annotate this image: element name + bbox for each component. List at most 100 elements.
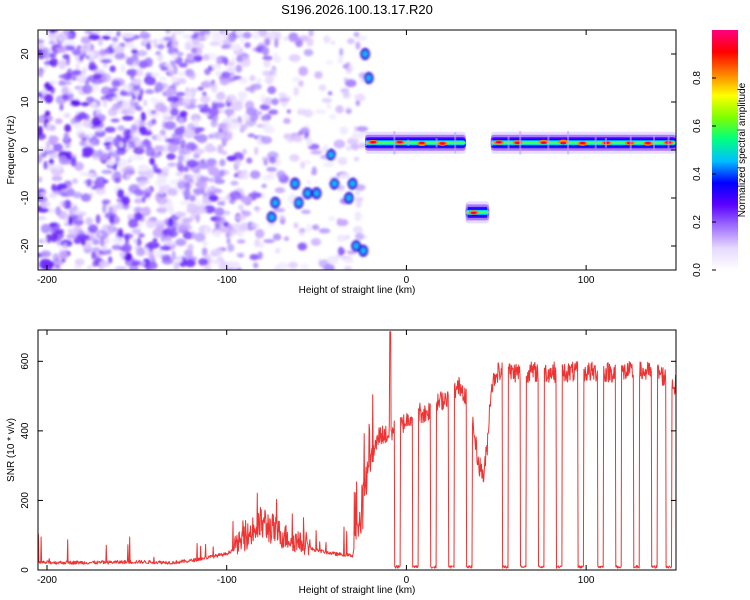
spectrogram-noise-speckle: [84, 172, 96, 177]
spectrogram-noise-speckle: [233, 173, 239, 178]
spectrogram-noise-speckle: [293, 86, 300, 97]
spectrogram-noise-speckle: [314, 109, 327, 114]
spectrogram-noise-speckle: [122, 83, 133, 93]
snr-x-tick-label: 0: [404, 575, 410, 586]
spectrogram-noise-speckle: [333, 139, 346, 149]
spectrogram-tone-peak: [495, 140, 502, 144]
spectrogram-noise-speckle: [57, 246, 69, 251]
spectrogram-y-tick-label: 20: [20, 48, 31, 60]
spectrogram-noise-speckle: [278, 97, 290, 103]
spectrogram-noise-speckle: [79, 140, 87, 147]
spectrogram-noise-speckle: [232, 261, 240, 270]
spectrogram-noise-speckle: [60, 200, 66, 208]
spectrogram-noise-speckle: [345, 146, 351, 151]
spectrogram-y-tick-label: -20: [20, 238, 31, 253]
spectrogram-noise-speckle: [155, 168, 162, 174]
spectrogram-noise-speckle: [335, 105, 344, 114]
spectrogram-noise-speckle: [298, 80, 304, 87]
colorbar-ticks: 0.0 0.2 0.4 0.6 0.8: [692, 71, 716, 277]
spectrogram-noise-speckle: [169, 70, 174, 78]
spectrogram-noise-speckle: [145, 169, 154, 179]
spectrogram-noise-speckle: [241, 196, 252, 204]
spectrogram-noise-speckle: [340, 248, 345, 255]
spectrogram-noise-speckle: [263, 59, 271, 68]
spectrogram-noise-speckle: [46, 122, 51, 132]
spectrogram-x-tick-label: -200: [37, 275, 57, 286]
spectrogram-noise-speckle: [158, 185, 166, 196]
spectrogram-noise-speckle: [184, 42, 191, 51]
spectrogram-noise-speckle: [242, 31, 252, 39]
spectrogram-noise-speckle: [152, 237, 158, 243]
spectrogram-noise-speckle: [136, 156, 144, 161]
spectrogram-noise-speckle: [56, 183, 68, 190]
spectrogram-noise-speckle: [325, 59, 334, 65]
spectrogram-noise-speckle: [205, 143, 215, 153]
spectrogram-noise-speckle: [66, 233, 78, 239]
spectrogram-noise-speckle: [355, 41, 361, 50]
spectrogram-tone-streak: [407, 139, 410, 147]
colorbar-tick-label: 0.0: [692, 263, 703, 277]
spectrogram-noise-speckle: [238, 77, 249, 84]
spectrogram-noise-speckle: [118, 141, 124, 148]
spectrogram-noise-speckle: [115, 147, 127, 156]
spectrogram-noise-speckle: [104, 126, 116, 133]
spectrogram-noise-speckle: [193, 188, 202, 196]
spectrogram-noise-speckle: [184, 166, 189, 173]
spectrogram-noise-speckle: [179, 110, 188, 118]
colorbar: 0.0 0.2 0.4 0.6 0.8 Normalized spectral ampl…: [692, 30, 748, 277]
spectrogram-noise-speckle: [87, 265, 93, 270]
spectrogram-noise-speckle: [276, 170, 286, 179]
spectrogram-noise-speckle: [61, 86, 69, 96]
spectrogram-noise-speckle: [141, 38, 153, 45]
spectrogram-noise-speckle: [339, 126, 349, 135]
spectrogram-noise-speckle: [67, 228, 76, 235]
spectrogram-noise-speckle: [227, 61, 236, 66]
spectrogram-noise-speckle: [126, 69, 138, 77]
spectrogram-noise-speckle: [116, 30, 121, 37]
spectrogram-noise-speckle: [66, 188, 76, 197]
spectrogram-noise-speckle: [68, 216, 73, 226]
spectrogram-noise-speckle: [326, 102, 331, 110]
spectrogram-noise-speckle: [135, 105, 143, 111]
spectrogram-noise-speckle: [99, 231, 111, 237]
spectrogram-noise-speckle: [179, 222, 191, 230]
spectrogram-noise-speckle: [195, 213, 200, 223]
spectrogram-noise-speckle: [255, 229, 265, 239]
spectrogram-noise-speckle: [265, 75, 274, 85]
spectrogram-noise-speckle: [310, 238, 322, 246]
spectrogram-noise-speckle: [140, 30, 147, 35]
spectrogram-tone-band: [365, 141, 466, 145]
spectrogram-blob-core: [332, 180, 338, 187]
spectrogram-noise-speckle: [145, 146, 155, 157]
spectrogram-noise-speckle: [244, 42, 251, 49]
spectrogram-tone-peak: [439, 142, 446, 145]
spectrogram-noise-speckle: [208, 166, 220, 176]
colorbar-tick-label: 0.6: [692, 119, 703, 133]
spectrogram-noise-speckle: [206, 158, 217, 166]
spectrogram-noise-speckle: [223, 210, 231, 216]
spectrogram-noise-speckle: [193, 148, 205, 155]
spectrogram-noise-speckle: [148, 253, 155, 263]
spectrogram-tone-streak: [519, 130, 522, 155]
spectrogram-noise-speckle: [48, 30, 59, 34]
spectrogram-noise-speckle: [186, 53, 192, 60]
spectrogram-noise-speckle: [48, 222, 58, 227]
spectrogram-noise-speckle: [247, 133, 256, 138]
spectrogram-noise-speckle: [122, 32, 135, 39]
spectrogram-noise-speckle: [250, 223, 261, 228]
spectrogram-noise-speckle: [136, 237, 142, 247]
spectrogram-noise-speckle: [182, 97, 191, 107]
spectrogram-noise-speckle: [74, 258, 85, 266]
spectrogram-noise-speckle: [174, 127, 185, 135]
spectrogram-noise-speckle: [102, 98, 108, 108]
spectrogram-noise-speckle: [175, 238, 187, 247]
spectrogram-noise-speckle: [150, 72, 160, 78]
spectrogram-noise-speckle: [64, 141, 71, 149]
spectrogram-noise-speckle: [278, 92, 287, 99]
spectrogram-noise-speckle: [260, 192, 267, 200]
spectrogram-noise-speckle: [185, 142, 197, 152]
spectrogram-noise-speckle: [159, 76, 167, 82]
spectrogram-noise-speckle: [72, 178, 78, 185]
spectrogram-noise-speckle: [192, 47, 203, 57]
spectrogram-noise-speckle: [211, 112, 219, 122]
